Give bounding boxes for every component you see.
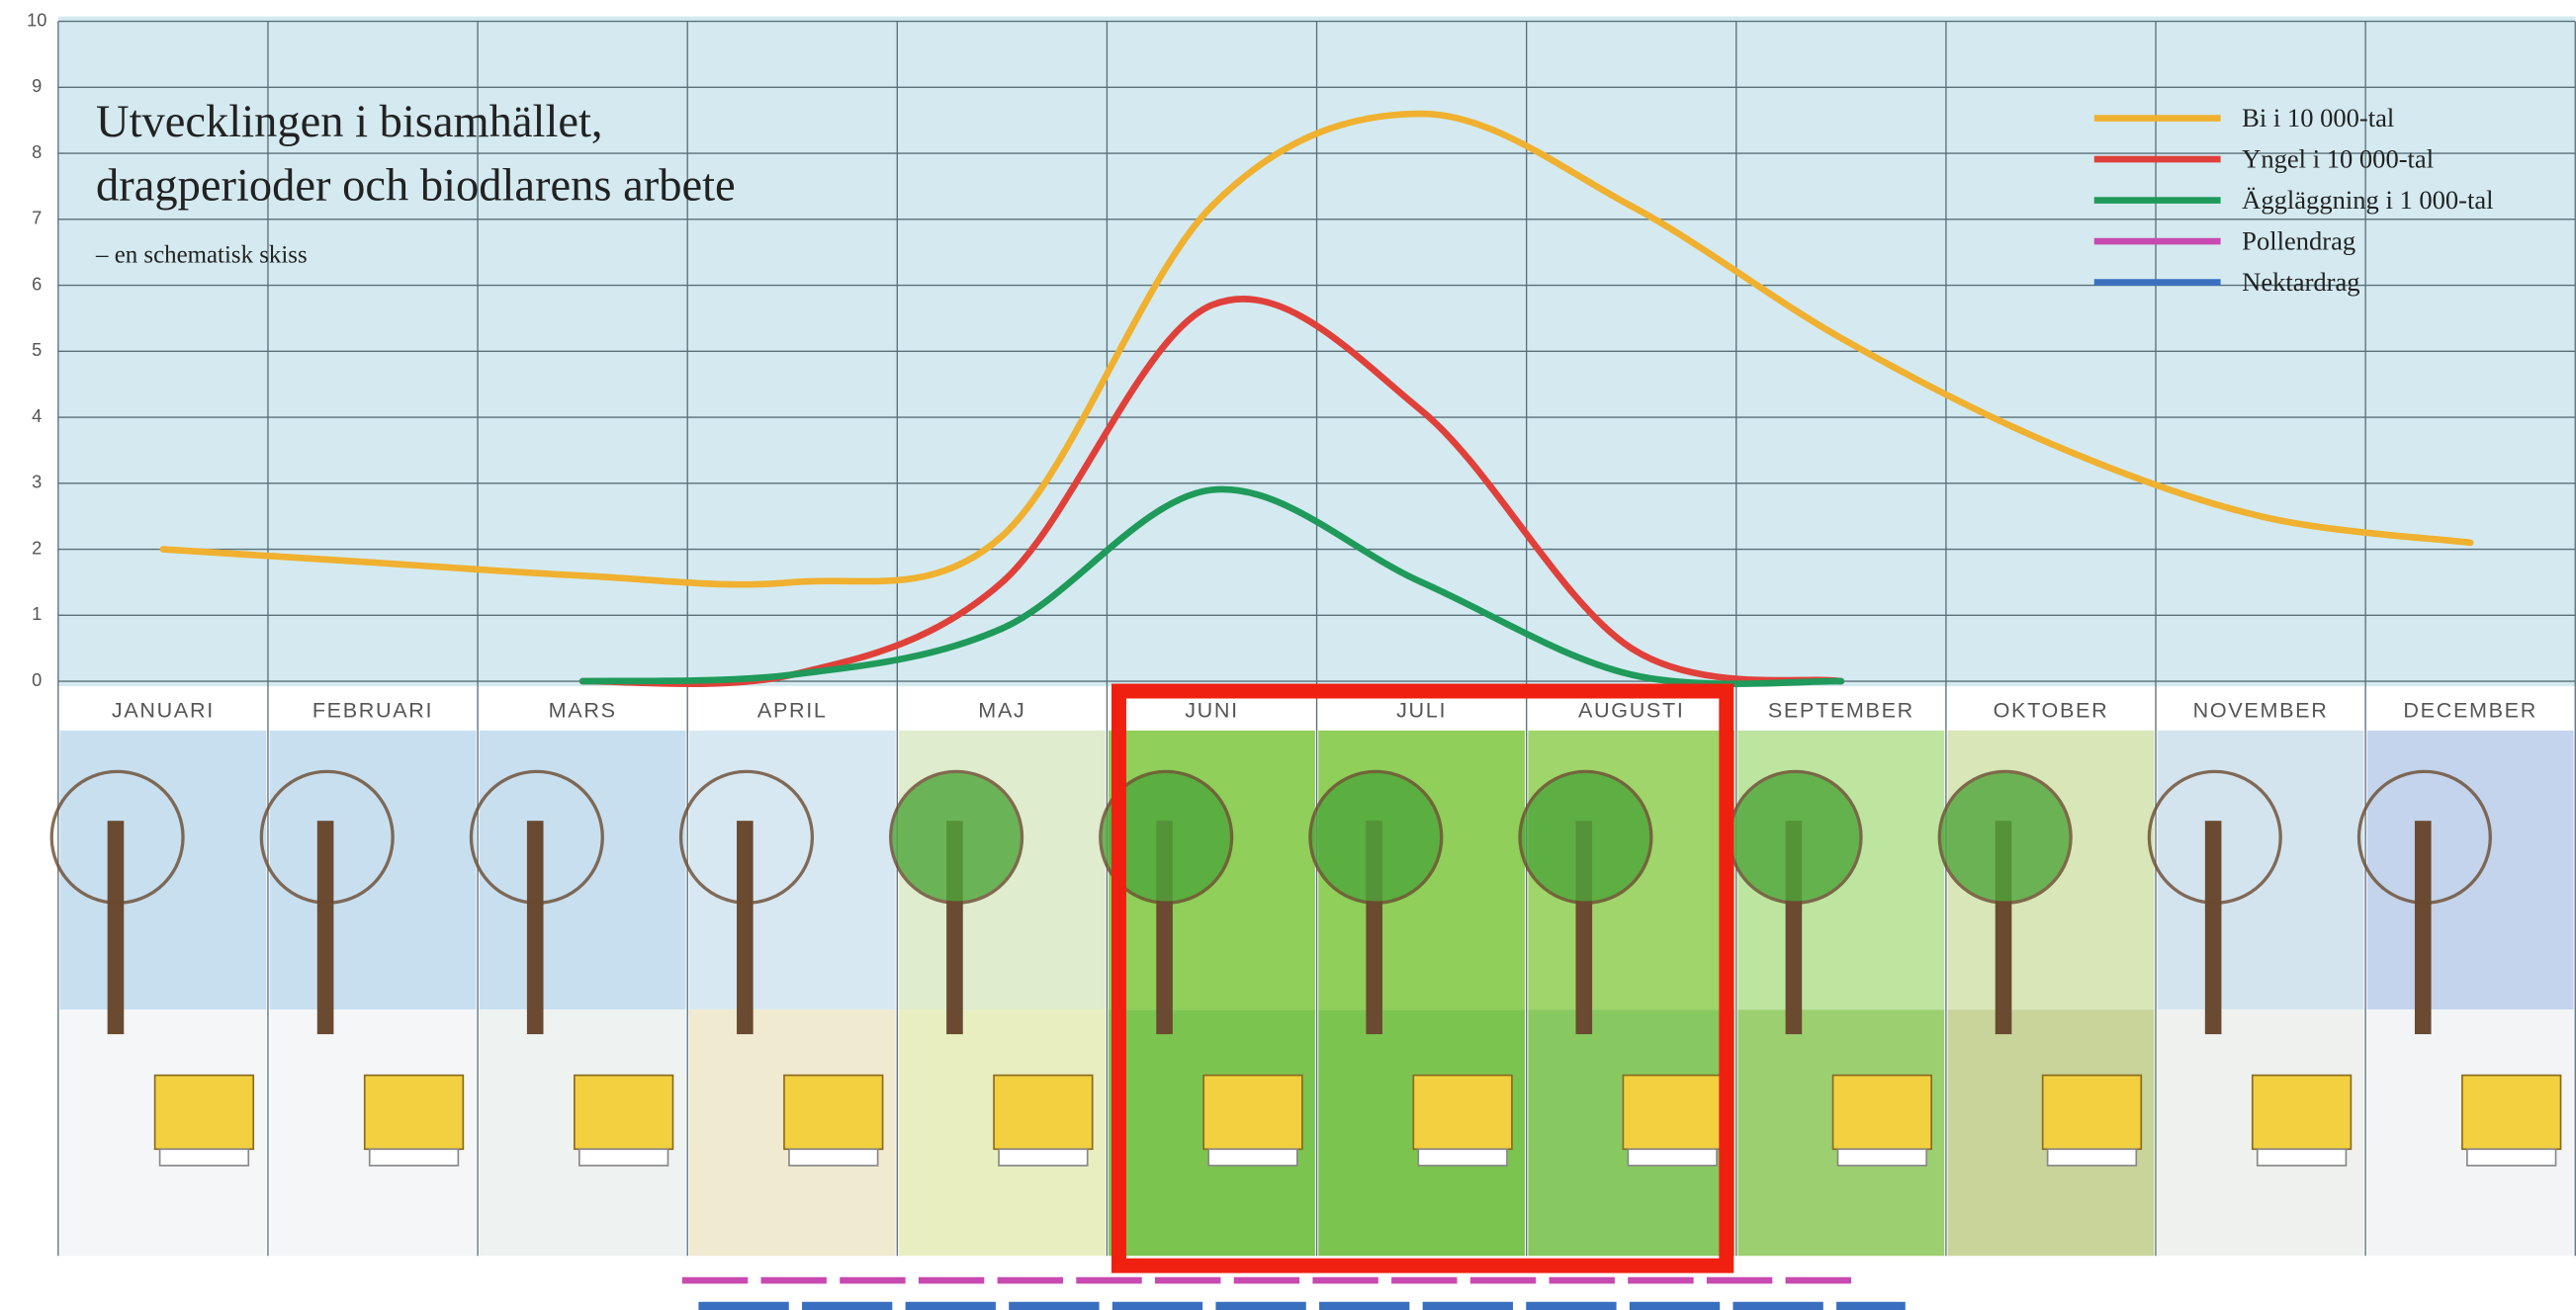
hive-stand	[370, 1149, 459, 1166]
beehive	[1623, 1076, 1722, 1150]
legend-label: Nektardrag	[2242, 267, 2359, 297]
hive-stand	[1418, 1149, 1507, 1166]
beehive	[1833, 1076, 1932, 1150]
x-tick-label: OKTOBER	[1994, 698, 2109, 723]
x-tick-label: MAJ	[978, 698, 1025, 723]
chart-title: Utvecklingen i bisamhället,	[96, 97, 603, 147]
panel-sky	[689, 731, 896, 1009]
tree-crown	[1310, 771, 1442, 903]
beehive	[2462, 1076, 2561, 1150]
tree-crown	[891, 771, 1022, 903]
y-tick-label: 1	[32, 603, 42, 624]
y-tick-label: 6	[32, 273, 42, 294]
y-tick-label: 4	[32, 405, 42, 426]
beehive	[155, 1076, 254, 1150]
beehive	[1203, 1076, 1302, 1150]
legend-label: Äggläggning i 1 000-tal	[2242, 185, 2493, 215]
hive-stand	[2258, 1149, 2347, 1166]
x-tick-label: SEPTEMBER	[1768, 698, 1914, 723]
tree-trunk	[2415, 821, 2432, 1034]
beehive	[994, 1076, 1093, 1150]
tree-crown	[1730, 771, 1861, 903]
x-tick-label: AUGUSTI	[1578, 698, 1685, 723]
x-tick-label: NOVEMBER	[2193, 698, 2329, 723]
tree-trunk	[317, 821, 334, 1034]
x-tick-label: MARS	[549, 698, 617, 723]
tree-trunk	[2205, 821, 2222, 1034]
x-tick-label: JANUARI	[112, 698, 215, 723]
illustrations: JANUARI FEBRUARI MARS APRIL MAJ JUNI JULI AUGUS…	[51, 698, 2573, 1257]
y-tick-label: 2	[32, 537, 42, 558]
y-tick-label: 8	[32, 141, 42, 162]
hive-stand	[160, 1149, 249, 1166]
hive-stand	[2048, 1149, 2137, 1166]
y-tick-label: 7	[32, 208, 42, 228]
chart-subtitle: – en schematisk skiss	[95, 242, 308, 269]
y-tick-label: 3	[32, 472, 42, 492]
beehive	[365, 1076, 464, 1150]
hive-stand	[2467, 1149, 2556, 1166]
panel-sky	[2158, 731, 2364, 1009]
beehive	[2043, 1076, 2142, 1150]
tree-crown	[1939, 771, 2071, 903]
y-tick-label: 0	[32, 669, 42, 690]
y-tick-label: 5	[32, 339, 42, 360]
beehive	[2253, 1076, 2352, 1150]
x-tick-label: APRIL	[757, 698, 828, 723]
drag-bands	[682, 1280, 1906, 1307]
x-tick-label: JULI	[1396, 698, 1447, 723]
panel-sky	[2367, 731, 2574, 1009]
x-tick-label: JUNI	[1185, 698, 1239, 723]
beehive	[1413, 1076, 1512, 1150]
hive-stand	[1208, 1149, 1297, 1166]
x-tick-label: DECEMBER	[2403, 698, 2537, 723]
tree-crown	[1520, 771, 1651, 903]
beehive	[575, 1076, 673, 1150]
tree-trunk	[737, 821, 754, 1034]
hive-stand	[1838, 1149, 1927, 1166]
y-tick-label: 10	[27, 9, 46, 30]
hive-stand	[579, 1149, 668, 1166]
chart-title: dragperioder och biodlarens arbete	[96, 161, 736, 212]
tree-trunk	[527, 821, 544, 1034]
legend-label: Bi i 10 000-tal	[2242, 103, 2394, 132]
hive-stand	[789, 1149, 878, 1166]
x-tick-label: FEBRUARI	[312, 698, 433, 723]
tree-trunk	[108, 821, 125, 1034]
legend-label: Yngel i 10 000-tal	[2242, 143, 2434, 173]
hive-stand	[1628, 1149, 1717, 1166]
panel-sky	[270, 731, 477, 1009]
beehive	[784, 1076, 883, 1150]
chart: 0 1 2 3 4 5 6 7 8 9 10 JANUARI FEBRUARI MARS APRIL MAJ…	[0, 0, 2576, 1310]
legend-label: Pollendrag	[2242, 225, 2355, 255]
panel-sky	[480, 731, 686, 1009]
y-tick-label: 9	[32, 75, 42, 96]
panel-sky	[60, 731, 267, 1009]
hive-stand	[999, 1149, 1088, 1166]
